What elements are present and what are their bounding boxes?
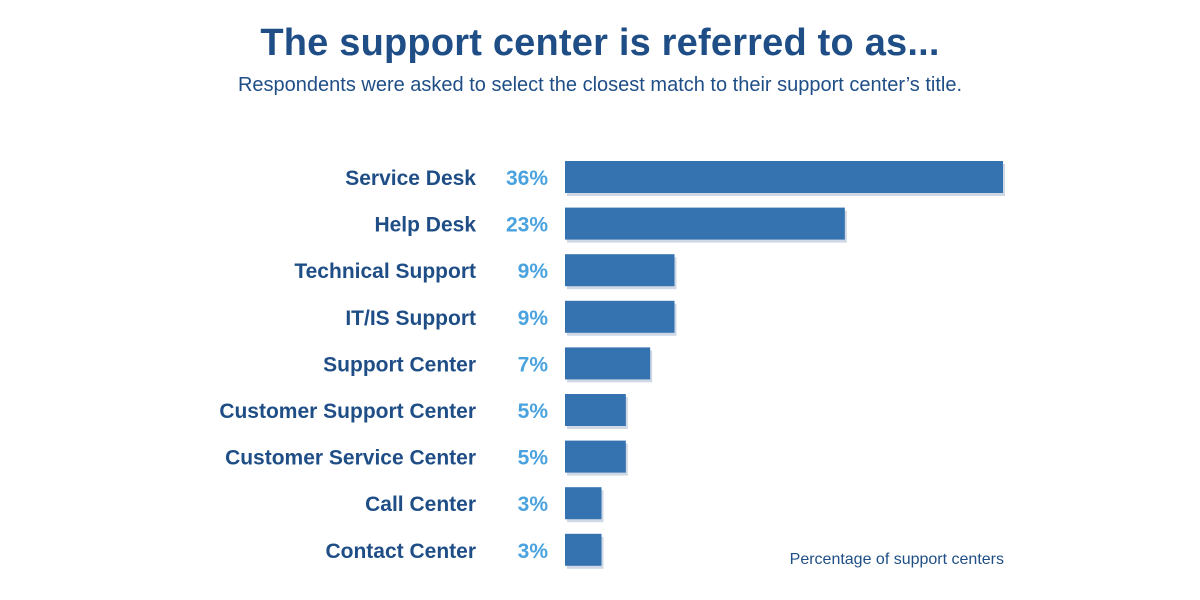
axis-note: Percentage of support centers: [789, 551, 1004, 568]
category-label-customer-service-center: Customer Service Center: [225, 447, 476, 470]
category-label-customer-support-center: Customer Support Center: [219, 400, 476, 423]
value-label-it-is-support: 9%: [518, 307, 549, 330]
category-label-support-center: Support Center: [323, 353, 476, 376]
bar-help-desk: [565, 207, 845, 240]
category-label-call-center: Call Center: [365, 493, 476, 516]
bar-technical-support: [565, 254, 675, 287]
value-label-help-desk: 23%: [506, 214, 548, 237]
bar-service-desk: [565, 161, 1003, 193]
bar-call-center: [565, 487, 602, 520]
bar-customer-service-center: [565, 440, 626, 473]
category-label-it-is-support: IT/IS Support: [345, 307, 476, 330]
chart-title: The support center is referred to as...: [260, 22, 940, 64]
category-label-service-desk: Service Desk: [345, 167, 476, 190]
category-label-contact-center: Contact Center: [325, 540, 476, 563]
value-label-call-center: 3%: [518, 493, 549, 516]
value-label-service-desk: 36%: [506, 167, 548, 190]
value-label-support-center: 7%: [518, 353, 549, 376]
value-label-customer-support-center: 5%: [518, 400, 549, 423]
bar-contact-center: [565, 533, 602, 566]
value-label-contact-center: 3%: [518, 540, 549, 563]
category-label-help-desk: Help Desk: [374, 214, 476, 237]
value-label-technical-support: 9%: [518, 260, 549, 283]
bar-customer-support-center: [565, 394, 626, 426]
bar-it-is-support: [565, 300, 675, 333]
chart-subtitle: Respondents were asked to select the clo…: [237, 74, 963, 96]
value-label-customer-service-center: 5%: [518, 447, 549, 470]
category-label-technical-support: Technical Support: [294, 260, 476, 283]
bar-support-center: [565, 347, 651, 380]
